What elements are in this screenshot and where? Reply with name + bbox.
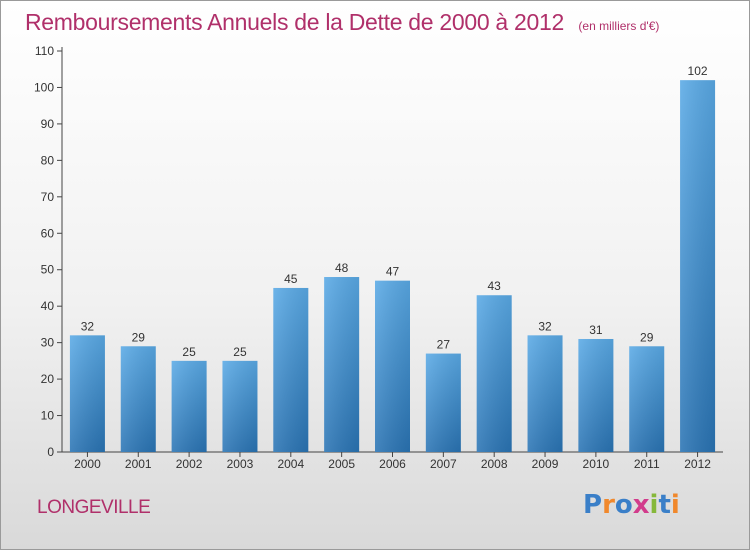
- x-axis: 2000 2001 2002 2003 2004 2005 2006 2007 2008 2009…: [62, 451, 723, 471]
- bar-shade: [69, 335, 105, 452]
- x-tick-label: 2008: [481, 457, 508, 471]
- bar-shade: [324, 277, 360, 452]
- bar-value-label: 32: [538, 319, 552, 333]
- bar-value-labels: 32 29 25 25 45 48 47 27 43 32 31 29 102: [81, 64, 708, 359]
- bar-shade: [120, 346, 156, 452]
- y-tick-label: 70: [41, 190, 55, 204]
- chart-unit: (en milliers d'€): [578, 19, 660, 33]
- y-tick-label: 60: [41, 226, 55, 240]
- bar-shade: [680, 80, 716, 452]
- x-tick-label: 2004: [277, 457, 304, 471]
- y-tick-label: 50: [41, 263, 55, 277]
- bar-value-label: 29: [132, 330, 146, 344]
- logo-letter: x: [632, 490, 650, 520]
- logo-letter: i: [670, 490, 680, 520]
- y-tick-label: 100: [34, 80, 54, 94]
- bar-shade: [425, 353, 461, 452]
- logo-letter: o: [614, 490, 633, 520]
- x-tick-label: 2007: [430, 457, 457, 471]
- x-tick-label: 2011: [634, 457, 660, 471]
- commune-name: LONGEVILLE: [37, 497, 151, 518]
- x-tick-label: 2012: [684, 457, 711, 471]
- y-tick-label: 30: [41, 336, 55, 350]
- logo-letter: r: [602, 490, 615, 520]
- y-axis: 0 10 20 30 40 50 60 70 80 90 100 110: [34, 44, 63, 459]
- y-tick-label: 0: [47, 445, 54, 459]
- x-tick-label: 2009: [532, 457, 559, 471]
- y-tick-label: 110: [35, 44, 54, 58]
- bar-shade: [273, 287, 309, 452]
- logo-letter: P: [583, 490, 603, 520]
- logo-letter: i: [649, 490, 659, 520]
- x-tick-label: 2005: [328, 457, 355, 471]
- bar-value-label: 29: [640, 330, 654, 344]
- y-tick-label: 40: [41, 299, 55, 313]
- x-tick-label: 2010: [583, 457, 610, 471]
- bars: [69, 80, 716, 452]
- bar-shade: [375, 280, 410, 452]
- bar-shade: [476, 295, 512, 452]
- bar-value-label: 25: [182, 345, 196, 359]
- bar-value-label: 31: [589, 323, 603, 337]
- x-tick-label: 2006: [379, 457, 406, 471]
- bar-value-label: 47: [386, 265, 400, 279]
- y-tick-label: 80: [41, 153, 55, 167]
- x-tick-label: 2003: [227, 457, 254, 471]
- bar-shade: [578, 338, 614, 452]
- bar-shade: [527, 335, 563, 452]
- x-tick-label: 2001: [125, 457, 152, 471]
- bar-shade: [222, 360, 258, 452]
- logo-letter: t: [658, 490, 671, 520]
- bar-shade: [171, 360, 207, 452]
- bar-value-label: 32: [81, 319, 95, 333]
- bar-value-label: 48: [335, 261, 349, 275]
- x-tick-label: 2000: [74, 457, 101, 471]
- chart-title: Remboursements Annuels de la Dette de 20…: [25, 9, 564, 35]
- bar-value-label: 43: [488, 279, 502, 293]
- chart-title-block: Remboursements Annuels de la Dette de 20…: [25, 9, 659, 36]
- y-tick-label: 20: [41, 372, 55, 386]
- bar-shade: [629, 346, 665, 452]
- bar-value-label: 102: [688, 64, 708, 78]
- proxiti-logo: Proxiti: [583, 490, 680, 520]
- bar-value-label: 27: [437, 338, 451, 352]
- y-tick-label: 10: [41, 409, 55, 423]
- bar-value-label: 25: [233, 345, 247, 359]
- bar-value-label: 45: [284, 272, 298, 286]
- x-tick-label: 2002: [176, 457, 203, 471]
- y-tick-label: 90: [41, 117, 55, 131]
